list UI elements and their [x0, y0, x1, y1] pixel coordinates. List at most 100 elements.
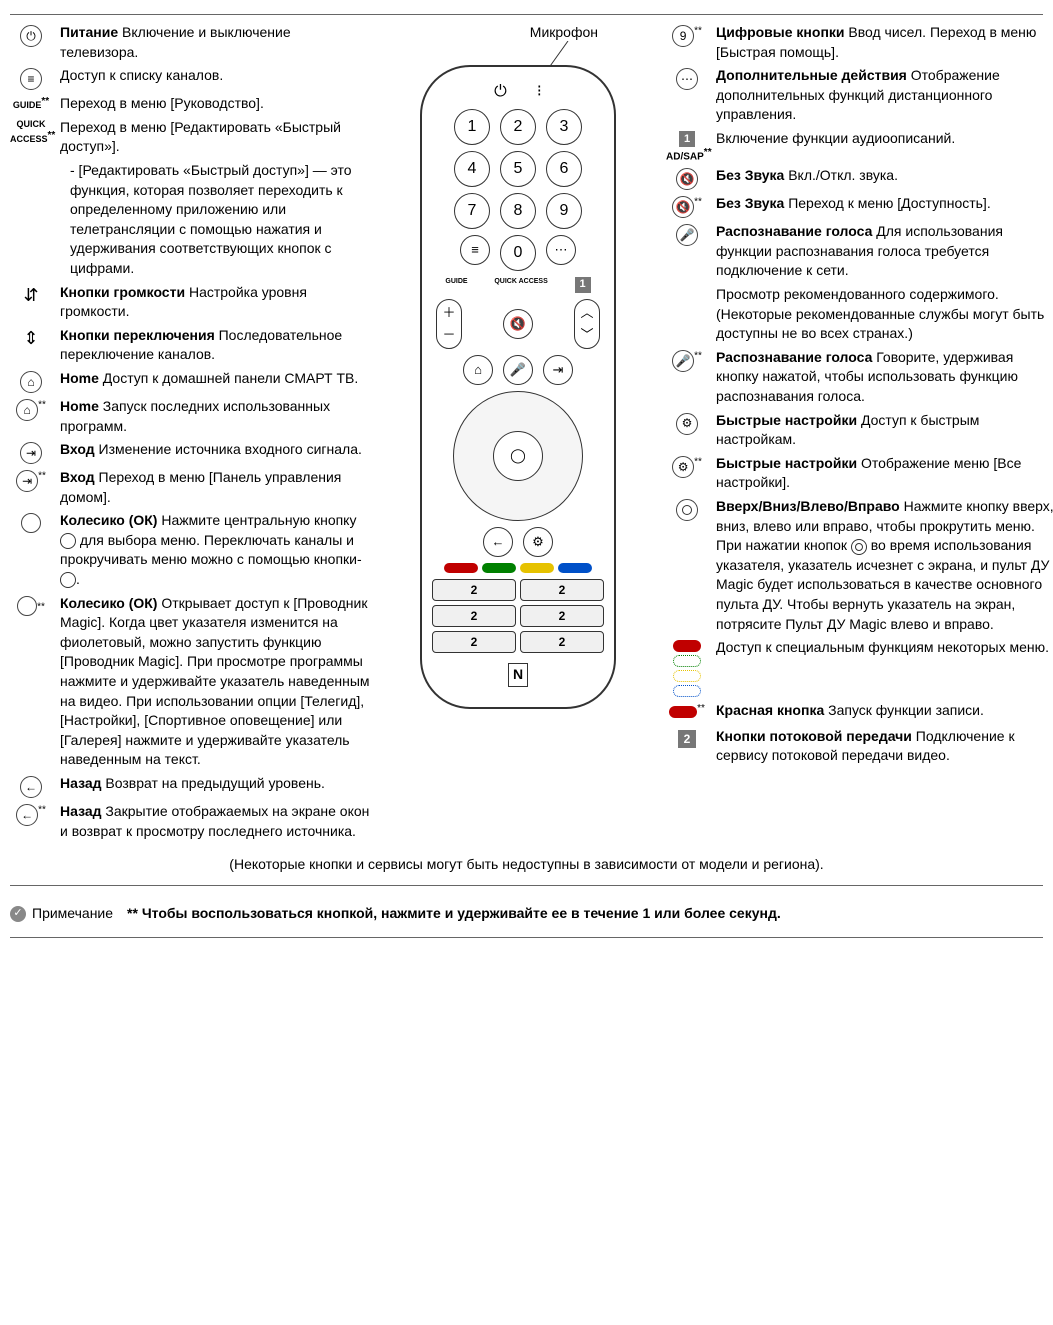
entry: 2Кнопки потоковой передачи Подключение к…	[666, 727, 1053, 766]
entry-description: Колесико (ОК) Нажмите центральную кнопку…	[60, 511, 370, 589]
entry: Доступ к специальным функциям некоторых …	[666, 638, 1053, 697]
entry: ⚙**Быстрые настройки Отображение меню [В…	[666, 454, 1053, 493]
entry-description: Быстрые настройки Отображение меню [Все …	[716, 454, 1053, 493]
red-button[interactable]	[444, 563, 478, 573]
num-2-button[interactable]: 2	[500, 109, 536, 145]
nav-wheel[interactable]: ◯	[453, 391, 583, 521]
input-button[interactable]: ⇥	[543, 355, 573, 385]
entry-icon: ⇵	[10, 283, 52, 322]
entry: Просмотр рекомендованного содержимого. (…	[666, 285, 1053, 344]
top-rule	[10, 14, 1043, 15]
left-column: ⏻Питание Включение и выключение телевизо…	[10, 23, 370, 845]
right-column: 9**Цифровые кнопки Ввод чисел. Переход в…	[666, 23, 1053, 770]
mic-hole-icon: ⁝	[537, 81, 542, 103]
entry-description: Красная кнопка Запуск функции записи.	[716, 701, 1053, 723]
num-1-button[interactable]: 1	[454, 109, 490, 145]
num-4-button[interactable]: 4	[454, 151, 490, 187]
entry: ≡Доступ к списку каналов.	[10, 66, 370, 90]
badge-1: 1	[575, 277, 591, 293]
entry-description: Назад Возврат на предыдущий уровень.	[60, 774, 370, 798]
entry-description: Вверх/Вниз/Влево/Вправо Нажмите кнопку в…	[716, 497, 1053, 634]
num-6-button[interactable]: 6	[546, 151, 582, 187]
stream-btn-4[interactable]: 2	[520, 605, 604, 627]
entry-icon: 🎤	[666, 222, 708, 281]
remote-body: ⏻ ⁝ 123 456 789 ≡ 0 ⋯ GUIDE QUICK ACCESS…	[420, 65, 616, 709]
entry-icon: ⌂	[10, 369, 52, 393]
entry: ⇵Кнопки громкости Настройка уровня громк…	[10, 283, 370, 322]
guide-sublabel: GUIDE	[445, 277, 467, 293]
entry: ⇥**Вход Переход в меню [Панель управлени…	[10, 468, 370, 507]
entry-icon: ⋯	[666, 66, 708, 125]
entry: **Красная кнопка Запуск функции записи.	[666, 701, 1053, 723]
entry: ←Назад Возврат на предыдущий уровень.	[10, 774, 370, 798]
nfc-label: N	[508, 663, 528, 687]
entry: ⌂**Home Запуск последних использованных …	[10, 397, 370, 436]
entry: ⇕Кнопки переключения Последовательное пе…	[10, 326, 370, 365]
num-7-button[interactable]: 7	[454, 193, 490, 229]
stream-btn-2[interactable]: 2	[520, 579, 604, 601]
home-button[interactable]: ⌂	[463, 355, 493, 385]
stream-btn-5[interactable]: 2	[432, 631, 516, 653]
entry-icon: QUICK ACCESS**	[10, 118, 52, 157]
entry: - [Редактировать «Быстрый доступ»] — это…	[10, 161, 370, 279]
entry-description: Переход в меню [Редактировать «Быстрый д…	[60, 118, 370, 157]
entry-description: Колесико (ОК) Открывает доступ к [Провод…	[60, 594, 370, 770]
entry: ⚙Быстрые настройки Доступ к быстрым наст…	[666, 411, 1053, 450]
note-badge: ✓ Примечание	[10, 904, 113, 924]
entry-icon: ⚙	[666, 411, 708, 450]
entry: ⇥Вход Изменение источника входного сигна…	[10, 440, 370, 464]
entry-icon: ⇥	[10, 440, 52, 464]
blue-button[interactable]	[558, 563, 592, 573]
entry-icon: ⇕	[10, 326, 52, 365]
entry: Колесико (ОК) Нажмите центральную кнопку…	[10, 511, 370, 589]
mute-button[interactable]: 🔇	[503, 309, 533, 339]
num-0-button[interactable]: 0	[500, 235, 536, 271]
entry-description: Без Звука Переход к меню [Доступность].	[716, 194, 1053, 218]
volume-rocker[interactable]: ＋－	[436, 299, 462, 349]
entry-icon: ⚙**	[666, 454, 708, 493]
entry-description: Назад Закрытие отображаемых на экране ок…	[60, 802, 370, 841]
entry-description: Доступ к списку каналов.	[60, 66, 370, 90]
entry-description: Включение функции аудиоописаний.	[716, 129, 1053, 162]
entry: 1 AD/SAP**Включение функции аудиоописани…	[666, 129, 1053, 162]
availability-note: (Некоторые кнопки и сервисы могут быть н…	[10, 855, 1043, 875]
entry-description: Цифровые кнопки Ввод чисел. Переход в ме…	[716, 23, 1053, 62]
entry-description: Переход в меню [Руководство].	[60, 94, 370, 114]
stream-btn-1[interactable]: 2	[432, 579, 516, 601]
entry-icon	[666, 285, 708, 344]
ok-wheel-button[interactable]: ◯	[493, 431, 543, 481]
channel-rocker[interactable]: ︿﹀	[574, 299, 600, 349]
entry-description: Дополнительные действия Отображение допо…	[716, 66, 1053, 125]
num-9-button[interactable]: 9	[546, 193, 582, 229]
entry-description: Кнопки потоковой передачи Подключение к …	[716, 727, 1053, 766]
entry-icon: ←**	[10, 802, 52, 841]
entry-icon: **	[10, 594, 52, 770]
entry-description: Питание Включение и выключение телевизор…	[60, 23, 370, 62]
back-button[interactable]: ←	[483, 527, 513, 557]
note-row: ✓ Примечание ** Чтобы воспользоваться кн…	[10, 894, 1043, 934]
voice-button[interactable]: 🎤	[503, 355, 533, 385]
entry: 🎤Распознавание голоса Для использования …	[666, 222, 1053, 281]
entry-icon: 9**	[666, 23, 708, 62]
entry-description: Home Доступ к домашней панели СМАРТ ТВ.	[60, 369, 370, 393]
green-button[interactable]	[482, 563, 516, 573]
entry-description: Кнопки громкости Настройка уровня громко…	[60, 283, 370, 322]
entry: ←**Назад Закрытие отображаемых на экране…	[10, 802, 370, 841]
color-buttons-row	[432, 563, 604, 573]
settings-button[interactable]: ⚙	[523, 527, 553, 557]
entry: 9**Цифровые кнопки Ввод чисел. Переход в…	[666, 23, 1053, 62]
stream-btn-6[interactable]: 2	[520, 631, 604, 653]
more-button[interactable]: ⋯	[546, 235, 576, 265]
list-button[interactable]: ≡	[460, 235, 490, 265]
entry-icon: 2	[666, 727, 708, 766]
entry-description: Доступ к специальным функциям некоторых …	[716, 638, 1053, 697]
stream-btn-3[interactable]: 2	[432, 605, 516, 627]
remote-sublabels: GUIDE QUICK ACCESS 1	[432, 277, 604, 293]
yellow-button[interactable]	[520, 563, 554, 573]
num-5-button[interactable]: 5	[500, 151, 536, 187]
num-8-button[interactable]: 8	[500, 193, 536, 229]
num-3-button[interactable]: 3	[546, 109, 582, 145]
entry: **Колесико (ОК) Открывает доступ к [Пров…	[10, 594, 370, 770]
remote-top-row: ⏻ ⁝	[432, 81, 604, 103]
entry: ⌂ Home Доступ к домашней панели СМАРТ ТВ.	[10, 369, 370, 393]
